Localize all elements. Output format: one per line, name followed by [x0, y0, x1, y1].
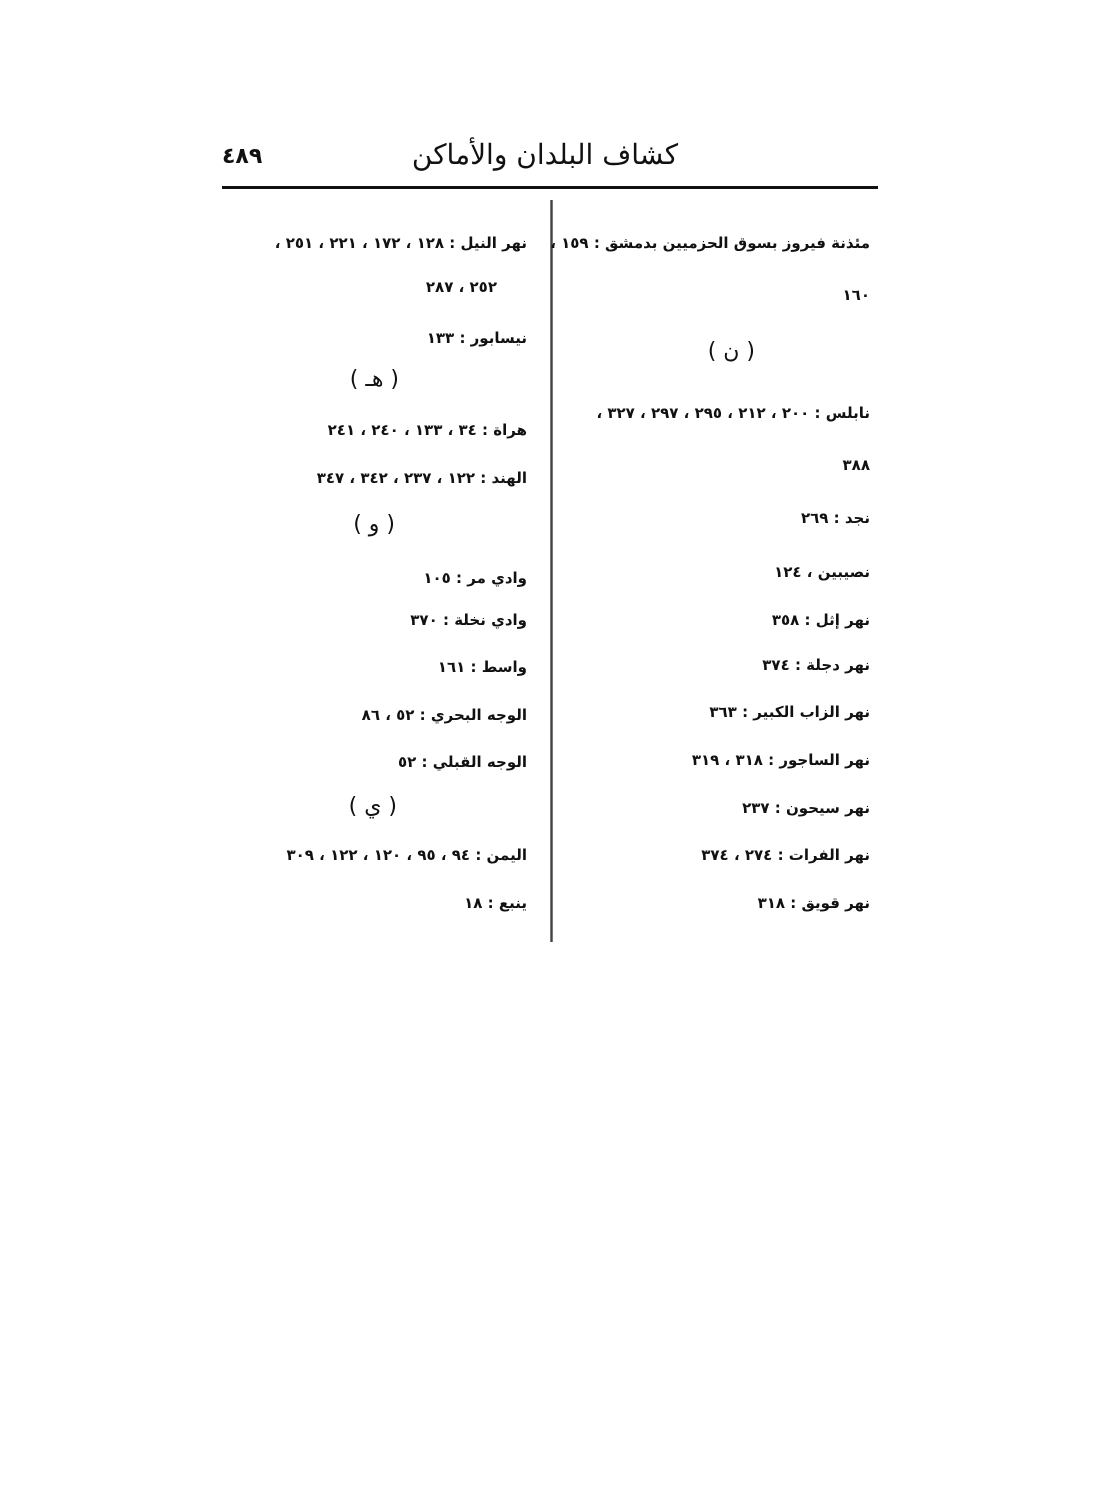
page-number: ٤٨٩ [222, 144, 263, 169]
index-entry: واسط : ١٦١ [437, 658, 527, 676]
index-entry: نهر الزاب الكبير : ٣٦٣ [709, 703, 870, 721]
index-entry: الهند : ١٢٢ ، ٢٣٧ ، ٣٤٢ ، ٣٤٧ [316, 469, 527, 487]
index-entry: وادي نخلة : ٣٧٠ [410, 611, 527, 629]
index-entry: نهر النيل : ١٢٨ ، ١٧٢ ، ٢٢١ ، ٢٥١ ، [274, 234, 527, 252]
index-entry: ينبع : ١٨ [464, 894, 527, 912]
index-entry: نهر قويق : ٣١٨ [757, 894, 870, 912]
index-entry: الوجه القبلي : ٥٢ [397, 753, 527, 771]
index-entry: اليمن : ٩٤ ، ٩٥ ، ١٢٠ ، ١٢٢ ، ٣٠٩ [286, 846, 527, 864]
section-letter: ( ن ) [707, 339, 755, 364]
index-entry: مئذنة فيروز بسوق الحزميين بدمشق : ١٥٩ ، [550, 234, 870, 252]
section-letter: ( هـ ) [349, 367, 399, 392]
index-entry: نهر الفرات : ٢٧٤ ، ٣٧٤ [701, 846, 870, 864]
column-divider [550, 200, 553, 942]
section-letter: ( ي ) [348, 794, 397, 819]
index-entry: نهر إثل : ٣٥٨ [771, 611, 870, 629]
index-entry-continuation: ٣٨٨ [842, 456, 870, 474]
index-entry-continuation: ٢٥٢ ، ٢٨٧ [425, 278, 497, 296]
index-entry: نيسابور : ١٣٣ [426, 329, 527, 347]
index-entry: نهر سيحون : ٢٣٧ [742, 799, 870, 817]
index-entry: وادي مر : ١٠٥ [423, 569, 527, 587]
index-entry: نابلس : ٢٠٠ ، ٢١٢ ، ٢٩٥ ، ٢٩٧ ، ٣٢٧ ، [596, 404, 870, 422]
index-entry: نجد : ٢٦٩ [800, 509, 870, 527]
section-letter: ( و ) [353, 512, 395, 537]
page-title: كشاف البلدان والأماكن [411, 138, 679, 171]
index-entry: نهر الساجور : ٣١٨ ، ٣١٩ [691, 751, 870, 769]
index-entry-continuation: ١٦٠ [842, 286, 870, 304]
index-entry: الوجه البحري : ٥٢ ، ٨٦ [361, 706, 527, 724]
index-entry: هراة : ٣٤ ، ١٣٣ ، ٢٤٠ ، ٢٤١ [327, 421, 527, 439]
header-rule [222, 186, 878, 189]
index-entry: نصيبين ، ١٢٤ [774, 563, 870, 581]
index-entry: نهر دجلة : ٣٧٤ [762, 656, 870, 674]
